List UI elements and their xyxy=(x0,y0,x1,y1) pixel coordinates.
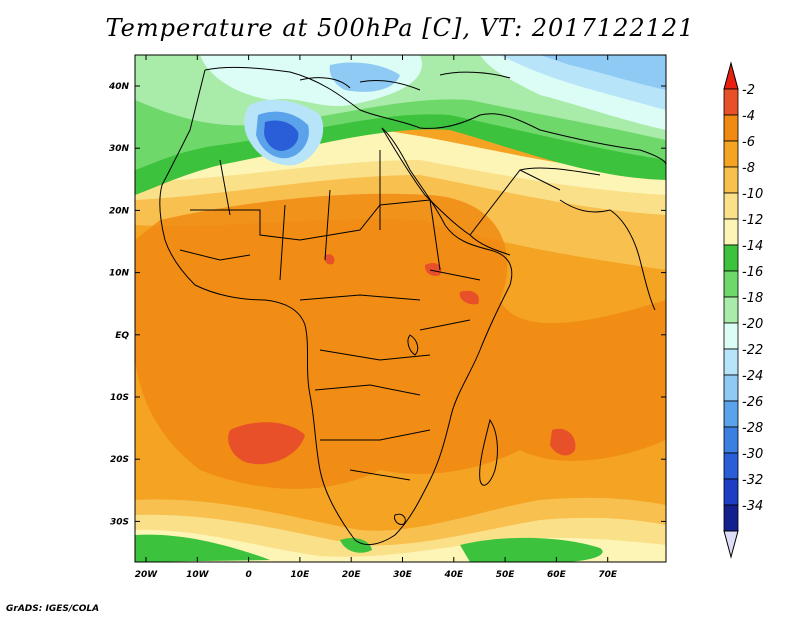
lat-label: 20S xyxy=(110,455,129,465)
colorbar-swatch xyxy=(723,400,739,428)
colorbar-swatch xyxy=(723,114,739,142)
colorbar-label: -26 xyxy=(742,395,763,410)
colorbar-label: -34 xyxy=(742,499,763,514)
lat-label: 10S xyxy=(110,393,129,403)
colorbar-label: -32 xyxy=(742,473,763,488)
colorbar-label: -2 xyxy=(742,83,755,98)
colorbar-label: -14 xyxy=(742,239,763,254)
lon-label: 60E xyxy=(547,570,567,580)
lon-label: 20W xyxy=(135,570,159,580)
colorbar-top-arrow xyxy=(723,61,739,90)
colorbar-swatch xyxy=(723,270,739,298)
lon-label: 70E xyxy=(598,570,618,580)
colorbar-swatch xyxy=(723,166,739,194)
colorbar-swatch xyxy=(723,452,739,480)
colorbar-swatch xyxy=(723,504,739,532)
colorbar-label: -20 xyxy=(742,317,763,332)
colorbar-label: -16 xyxy=(742,265,763,280)
lat-label: 20N xyxy=(109,206,130,216)
lon-label: 40E xyxy=(443,570,464,580)
colorbar-bottom-arrow xyxy=(723,530,739,559)
lat-label: 30S xyxy=(110,517,129,527)
colorbar-swatch xyxy=(723,296,739,324)
colorbar-swatch xyxy=(723,192,739,220)
colorbar-label: -8 xyxy=(742,161,755,176)
colorbar-label: -4 xyxy=(742,109,755,124)
colorbar-swatch xyxy=(723,478,739,506)
colorbar-swatch xyxy=(723,348,739,376)
colorbar-swatch xyxy=(723,88,739,116)
lon-label: 10E xyxy=(291,570,311,580)
map-title: Temperature at 500hPa [C], VT: 201712212… xyxy=(105,14,695,42)
colorbar-label: -30 xyxy=(742,447,763,462)
lon-label: 0 xyxy=(245,570,251,580)
colorbar-label: -24 xyxy=(742,369,763,384)
lat-label: 10N xyxy=(109,269,130,279)
colorbar: -2 -4 -6 -8 -10 -12 -14 -16 -18 -20 -22 -24 -26 -28 -3… xyxy=(723,61,763,559)
colorbar-swatch xyxy=(723,218,739,246)
lat-label: EQ xyxy=(115,331,129,341)
colorbar-swatch xyxy=(723,374,739,402)
colorbar-label: -18 xyxy=(742,291,763,306)
lon-label: 50E xyxy=(496,570,516,580)
latitude-axis: 40N 30N 20N 10N EQ 10S 20S 30S xyxy=(108,82,666,527)
coastlines xyxy=(159,66,666,546)
colorbar-label: -10 xyxy=(742,187,763,202)
temperature-field xyxy=(135,55,666,562)
colorbar-label: -22 xyxy=(742,343,763,358)
colorbar-label: -28 xyxy=(742,421,763,436)
credit-text: GrADS: IGES/COLA xyxy=(6,604,100,614)
plot-frame xyxy=(134,54,667,563)
colorbar-label: -12 xyxy=(742,213,763,228)
colorbar-swatch xyxy=(723,426,739,454)
lon-label: 30E xyxy=(393,570,413,580)
lon-label: 10W xyxy=(186,570,210,580)
lat-label: 40N xyxy=(108,82,130,92)
longitude-axis: 20W 10W 0 10E 20E 30E 40E 50E 60E 70E xyxy=(135,55,618,580)
colorbar-swatch xyxy=(723,244,739,272)
colorbar-label: -6 xyxy=(742,135,755,150)
colorbar-swatch xyxy=(723,322,739,350)
colorbar-swatch xyxy=(723,140,739,168)
lon-label: 20E xyxy=(342,570,362,580)
lat-label: 30N xyxy=(109,144,130,154)
